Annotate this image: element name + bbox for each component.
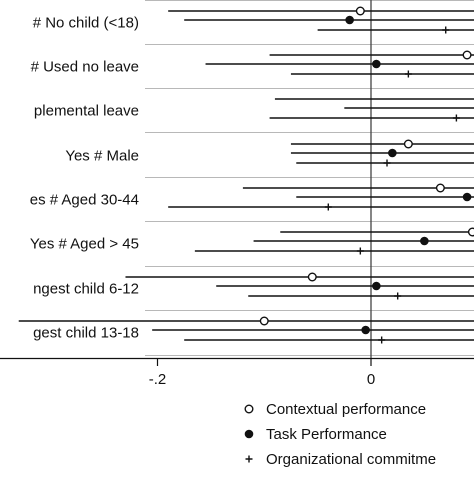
legend: Contextual performance Task Performance Or… [244, 401, 436, 468]
category-label: # Used no leave [31, 59, 139, 76]
legend-entry-label: Organizational commitme [266, 451, 436, 468]
commitment-marker [356, 247, 364, 255]
category-label: Yes # Aged > 45 [30, 236, 139, 253]
task-marker [372, 281, 381, 291]
legend-plus-icon [245, 455, 253, 463]
commitment-marker [394, 292, 402, 300]
category-label: # No child (<18) [33, 15, 139, 32]
marker-layer [259, 6, 474, 344]
commitment-marker [442, 26, 450, 34]
task-marker [345, 15, 354, 25]
legend-entry-label: Task Performance [266, 426, 387, 443]
task-marker [462, 192, 472, 202]
commitment-marker [378, 336, 386, 344]
contextual-marker [355, 6, 365, 16]
task-marker [361, 325, 370, 335]
contextual-marker [307, 272, 317, 282]
commitment-marker [452, 114, 460, 122]
contextual-marker [462, 50, 472, 60]
x-tick-label: 0 [367, 371, 375, 388]
legend-filled-circle-icon [244, 429, 254, 439]
commitment-marker [324, 203, 332, 211]
commitment-marker [383, 159, 391, 167]
contextual-marker [467, 227, 474, 237]
contextual-marker [435, 183, 445, 193]
task-marker [372, 59, 381, 69]
task-marker [388, 148, 397, 158]
legend-hollow-circle-icon [244, 404, 254, 414]
category-label: es # Aged 30-44 [30, 192, 139, 209]
category-label: Yes # Male [65, 148, 139, 165]
grid-layer [145, 0, 474, 356]
x-axis: -.4-.20 [0, 357, 474, 388]
task-marker [420, 236, 429, 246]
category-label: gest child 13-18 [33, 325, 139, 342]
x-tick-label: -.2 [149, 371, 167, 388]
contextual-marker [259, 316, 269, 326]
contextual-marker [403, 139, 413, 149]
category-label: ngest child 6-12 [33, 281, 139, 298]
commitment-marker [404, 70, 412, 78]
category-label-layer: # No child (<18) # Used no leave plemental… [30, 15, 139, 342]
legend-entry-label: Contextual performance [266, 401, 426, 418]
category-label: plemental leave [34, 103, 139, 120]
